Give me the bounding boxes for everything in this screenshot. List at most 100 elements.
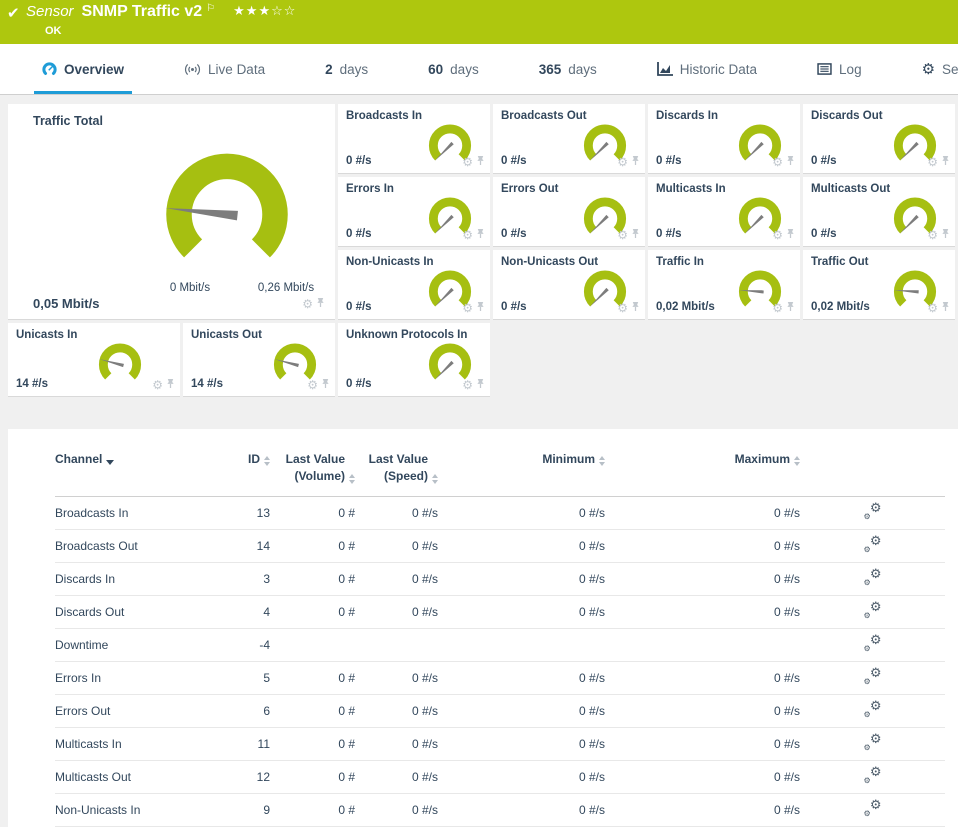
channel-settings-icon[interactable]: ⚙ <box>462 378 473 392</box>
tab-label: Live Data <box>208 61 266 77</box>
channel-settings-icon[interactable]: ⚙ <box>927 301 938 315</box>
row-settings-icon[interactable]: ⚙ ⚙ <box>863 664 882 686</box>
channel-settings-icon[interactable]: ⚙ <box>927 155 938 169</box>
tab-365-days[interactable]: 365 days <box>531 44 605 94</box>
cell-minimum: 0 #/s <box>578 538 605 553</box>
gauge-panel-unknown-protocols-in: Unknown Protocols In 0 #/s ⚙ <box>338 323 490 397</box>
pin-icon[interactable] <box>941 299 950 317</box>
flag-icon[interactable]: ⚐ <box>206 3 216 14</box>
channel-settings-icon[interactable]: ⚙ <box>617 155 628 169</box>
column-header-last-value-volume[interactable]: Last Value (Volume) <box>270 451 355 496</box>
row-settings-icon[interactable]: ⚙ ⚙ <box>863 532 882 554</box>
tab-historic-data[interactable]: Historic Data <box>649 44 765 94</box>
channel-settings-icon[interactable]: ⚙ <box>302 297 313 311</box>
column-header-channel[interactable]: Channel <box>55 451 215 496</box>
cell-last-value-speed: 0 #/s <box>411 670 438 685</box>
pin-icon[interactable] <box>476 376 485 394</box>
cell-actions: ⚙ ⚙ <box>800 595 945 628</box>
column-label: ID <box>248 452 260 466</box>
pin-icon[interactable] <box>786 299 795 317</box>
pin-icon[interactable] <box>631 153 640 171</box>
cell-channel: Errors Out <box>55 703 111 718</box>
row-settings-icon[interactable]: ⚙ ⚙ <box>863 796 882 818</box>
row-settings-icon[interactable]: ⚙ ⚙ <box>863 598 882 620</box>
cell-actions: ⚙ ⚙ <box>800 562 945 595</box>
cell-last-value-speed: 0 #/s <box>411 736 438 751</box>
channel-settings-icon[interactable]: ⚙ <box>152 378 163 392</box>
cell-last-value-speed: 0 #/s <box>411 571 438 586</box>
row-settings-icon[interactable]: ⚙ ⚙ <box>863 565 882 587</box>
channel-settings-icon[interactable]: ⚙ <box>307 378 318 392</box>
channel-settings-icon[interactable]: ⚙ <box>617 301 628 315</box>
row-settings-icon[interactable]: ⚙ ⚙ <box>863 763 882 785</box>
cell-minimum: 0 #/s <box>578 604 605 619</box>
gauge <box>269 336 321 388</box>
column-header-minimum[interactable]: Minimum <box>438 451 605 496</box>
cell-actions: ⚙ ⚙ <box>800 793 945 826</box>
pin-icon[interactable] <box>166 376 175 394</box>
cell-minimum: 0 #/s <box>578 670 605 685</box>
channel-settings-icon[interactable]: ⚙ <box>462 301 473 315</box>
tab-log[interactable]: Log <box>809 44 870 94</box>
gauge <box>734 190 786 242</box>
pin-icon[interactable] <box>476 299 485 317</box>
status-badge: OK <box>45 25 62 37</box>
gauge-value: 0,05 Mbit/s <box>33 296 100 311</box>
tab-overview[interactable]: Overview <box>34 44 133 94</box>
pin-icon[interactable] <box>476 226 485 244</box>
column-header-maximum[interactable]: Maximum <box>605 451 800 496</box>
gauge-panel-broadcasts-out: Broadcasts Out 0 #/s ⚙ <box>493 104 645 174</box>
cell-id: 14 <box>256 538 270 553</box>
channel-settings-icon[interactable]: ⚙ <box>617 228 628 242</box>
gauge-title: Discards Out <box>811 110 883 122</box>
cell-channel: Multicasts Out <box>55 769 132 784</box>
cell-id: 4 <box>263 604 270 619</box>
row-settings-icon[interactable]: ⚙ ⚙ <box>863 730 882 752</box>
pin-icon[interactable] <box>476 153 485 171</box>
row-settings-icon[interactable]: ⚙ ⚙ <box>863 631 882 653</box>
priority-stars[interactable]: ★★★☆☆ <box>233 3 296 19</box>
pin-icon[interactable] <box>941 226 950 244</box>
cell-channel: Non-Unicasts In <box>55 802 141 817</box>
stars-filled: ★★★ <box>233 3 272 18</box>
tab-2-days[interactable]: 2 days <box>317 44 376 94</box>
tab-settings[interactable]: ⚙ Settings <box>914 44 958 94</box>
row-settings-icon[interactable]: ⚙ ⚙ <box>863 499 882 521</box>
traffic-total-gauge <box>152 132 302 282</box>
pin-icon[interactable] <box>316 295 325 313</box>
cell-last-value-speed: 0 #/s <box>411 802 438 817</box>
tab-live-data[interactable]: Live Data <box>176 44 273 94</box>
cell-actions: ⚙ ⚙ <box>800 661 945 694</box>
cell-last-value-volume: 0 # <box>338 769 355 784</box>
gauge-title: Errors Out <box>501 183 559 195</box>
column-header-last-value-speed[interactable]: Last Value (Speed) <box>355 451 438 496</box>
cell-maximum: 0 #/s <box>773 670 800 685</box>
table-row: Broadcasts Out 14 0 # 0 #/s 0 #/s 0 #/s ⚙ ⚙ <box>55 529 945 563</box>
pin-icon[interactable] <box>321 376 330 394</box>
table-row: Multicasts In 11 0 # 0 #/s 0 #/s 0 #/s ⚙ ⚙ <box>55 727 945 761</box>
tab-60-days[interactable]: 60 days <box>420 44 487 94</box>
gauge-panel-errors-out: Errors Out 0 #/s ⚙ <box>493 177 645 247</box>
channel-settings-icon[interactable]: ⚙ <box>772 301 783 315</box>
row-settings-icon[interactable]: ⚙ ⚙ <box>863 697 882 719</box>
cell-id: -4 <box>259 637 270 652</box>
gauge <box>579 117 631 169</box>
pin-icon[interactable] <box>941 153 950 171</box>
channel-settings-icon[interactable]: ⚙ <box>462 155 473 169</box>
content-area: Traffic Total 0 Mbit/s 0,26 Mbit/s 0,05 … <box>0 95 958 827</box>
channel-settings-icon[interactable]: ⚙ <box>462 228 473 242</box>
pin-icon[interactable] <box>631 299 640 317</box>
pin-icon[interactable] <box>786 153 795 171</box>
gauge-title: Unicasts In <box>16 329 78 341</box>
sort-desc-icon <box>106 460 115 466</box>
gauge <box>734 117 786 169</box>
column-header-id[interactable]: ID <box>215 451 270 496</box>
pin-icon[interactable] <box>786 226 795 244</box>
channel-settings-icon[interactable]: ⚙ <box>772 155 783 169</box>
gauge-panel-discards-in: Discards In 0 #/s ⚙ <box>648 104 800 174</box>
pin-icon[interactable] <box>631 226 640 244</box>
gauge-scale-max: 0,26 Mbit/s <box>257 282 315 294</box>
channel-settings-icon[interactable]: ⚙ <box>927 228 938 242</box>
gauge-value: 0 #/s <box>501 301 527 313</box>
channel-settings-icon[interactable]: ⚙ <box>772 228 783 242</box>
